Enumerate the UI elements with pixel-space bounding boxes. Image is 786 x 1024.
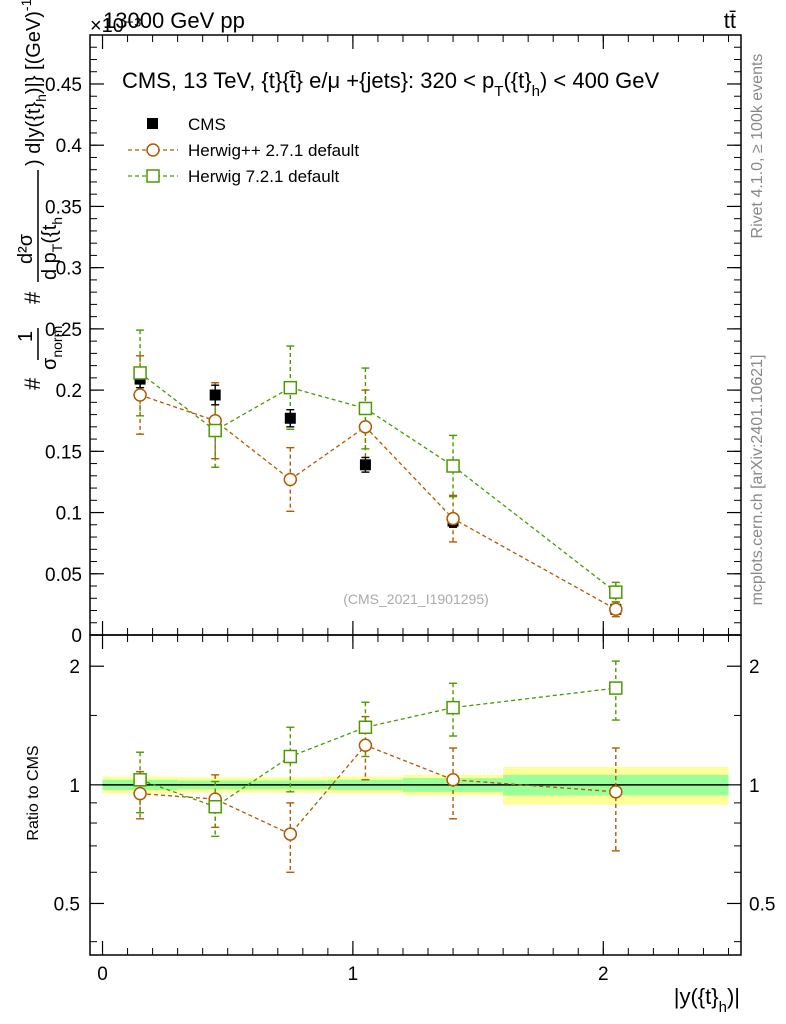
process-label: tt̄: [724, 8, 736, 33]
svg-text:) d|y({t}h)|} [(GeV)-1]: ) d|y({t}h)|} [(GeV)-1]: [18, 0, 49, 166]
x-axis-ticks: 0 1 2: [97, 35, 729, 985]
y-tick-label: 0.2: [56, 381, 82, 402]
y-tick-label: 0.4: [56, 136, 83, 157]
ylabel-hash2: #: [20, 291, 45, 304]
legend-herwigpp-marker: [146, 143, 160, 157]
analysis-watermark: (CMS_2021_I1901295): [343, 591, 489, 607]
y-tick-label: 0.25: [45, 320, 82, 341]
svg-text:σnorm: σnorm: [39, 326, 65, 370]
ylabel-tail: )|} [(GeV): [23, 11, 45, 94]
chart-title-mid: ({t}: [503, 68, 531, 93]
legend-herwig7-marker: [146, 169, 160, 183]
herwig7-line: [139, 372, 617, 593]
ratio-tick-label-right: 0.5: [749, 894, 775, 915]
ratio-series-group: [133, 660, 623, 873]
ylabel-den-sub: T: [49, 243, 65, 252]
exponent-label: ×10⁻³: [90, 15, 141, 37]
y-tick-label: 0.05: [45, 565, 82, 586]
energy-label: 13000 GeV pp: [103, 8, 245, 33]
ylabel-rest: ) d|y({t}: [23, 102, 45, 166]
legend-cms-label: CMS: [188, 115, 226, 134]
ratio-tick-label: 2: [69, 657, 80, 678]
herwigpp-ratio-point: [609, 785, 623, 799]
y-tick-label: 0.35: [45, 197, 82, 218]
chart-title-sub1: T: [494, 83, 503, 100]
legend: CMS Herwig++ 2.7.1 default Herwig 7.2.1 …: [128, 115, 359, 186]
x-tick-label: 1: [348, 964, 359, 985]
cms-data-point: [209, 389, 221, 401]
svg-text:#: #: [20, 377, 45, 390]
ylabel-den: d p: [39, 252, 61, 280]
herwig7-point: [358, 401, 373, 416]
herwigpp-point: [446, 511, 460, 526]
x-axis-label: |y({t}h)|: [674, 984, 740, 1016]
y-axis-label: # 1 σnorm # d²σ d pT({th ) d|y({t}h)|} […: [15, 0, 65, 390]
xlabel-main: |y({t}: [674, 984, 719, 1009]
ylabel-den2: ({t: [39, 224, 61, 243]
x-tick-label: 2: [598, 964, 609, 985]
herwigpp-point: [283, 472, 298, 487]
ylabel-sigma: σ: [39, 357, 61, 370]
main-series-group: [133, 329, 623, 618]
y-tick-label: 0: [71, 626, 82, 647]
herwig7-point: [283, 380, 298, 395]
ylabel-rest-h: h: [33, 94, 49, 102]
herwig7-ratio-point: [133, 773, 147, 787]
y-axis-ticks: 0 0.05 0.1 0.15 0.2 0.25 0.3 0.35 0.4 0.45: [45, 34, 741, 647]
xlabel-sub: h: [719, 999, 727, 1016]
herwigpp-point: [358, 420, 373, 434]
chart-title-end: ) < 400 GeV: [540, 68, 660, 93]
ylabel-norm: norm: [49, 326, 65, 358]
ratio-tick-label-right: 1: [749, 776, 760, 797]
herwigpp-point: [133, 388, 147, 402]
ratio-tick-label: 1: [69, 776, 80, 797]
ylabel-prefix: #: [20, 377, 45, 390]
y-tick-label: 0.1: [56, 504, 82, 525]
ratio-tick-label: 0.5: [54, 894, 80, 915]
ratio-tick-label-right: 2: [749, 657, 760, 678]
ylabel-one: 1: [15, 331, 37, 342]
herwig7-ratio-point: [446, 700, 460, 715]
herwigpp-point: [609, 602, 623, 617]
y-tick-label: 0.45: [45, 75, 82, 96]
mcplots-label: mcplots.cern.ch [arXiv:2401.10621]: [749, 355, 766, 606]
herwig7-point: [208, 423, 222, 438]
chart-title: CMS, 13 TeV, {t}{t̄} e/μ +{jets}: 320 < …: [122, 68, 660, 100]
herwigpp-ratio-point: [133, 786, 147, 801]
herwig7-ratio-point: [609, 681, 623, 695]
herwig7-point: [133, 366, 147, 380]
y-tick-label: 0.3: [56, 259, 82, 280]
herwig7-ratio-point: [358, 720, 373, 734]
herwigpp-ratio-point: [446, 773, 460, 787]
herwigpp-line: [139, 394, 617, 610]
rivet-label: Rivet 4.1.0, ≥ 100k events: [749, 54, 766, 239]
herwig7-ratio-point: [208, 799, 222, 814]
ratio-plot-frame: [89, 634, 742, 956]
ylabel-num: d²σ: [15, 233, 37, 264]
chart-title-sub2: h: [532, 83, 540, 100]
cms-uncertainty-band: [102, 766, 729, 805]
herwigpp-ratio-point: [283, 827, 298, 841]
ratio-y-axis-label: Ratio to CMS: [25, 745, 42, 840]
cms-data-point: [359, 459, 371, 471]
ylabel-exp: -1: [18, 0, 34, 11]
legend-herwig7-label: Herwig 7.2.1 default: [188, 167, 339, 186]
herwig7-point: [609, 585, 623, 599]
y-tick-label: 0.15: [45, 442, 82, 463]
xlabel-end: )|: [727, 984, 740, 1009]
legend-herwigpp-label: Herwig++ 2.7.1 default: [188, 141, 359, 160]
cms-data-point: [284, 412, 296, 424]
ylabel-den-h: h: [49, 217, 65, 225]
herwigpp-ratio-line: [140, 744, 616, 835]
legend-cms-marker: [147, 118, 158, 129]
herwig7-ratio-point: [283, 749, 298, 764]
herwigpp-ratio-point: [358, 738, 373, 753]
chart-title-main: CMS, 13 TeV, {t}{t̄} e/μ +{jets}: 320 < …: [122, 68, 494, 93]
herwig7-ratio-line: [139, 687, 616, 808]
ratio-axis-ticks: 0.5 0.5 1 1 2 2: [54, 657, 775, 943]
svg-text:d pT({th: d pT({th: [39, 217, 65, 280]
x-tick-label: 0: [97, 964, 108, 985]
herwig7-point: [446, 459, 460, 473]
